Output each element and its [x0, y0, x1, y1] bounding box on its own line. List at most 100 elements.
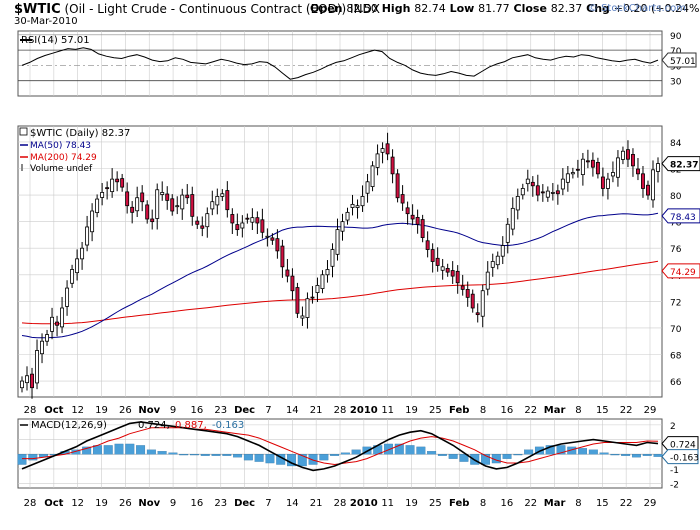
candle-body	[636, 168, 640, 175]
open-label: Open	[310, 2, 343, 15]
macd-histogram-bar	[340, 452, 350, 455]
x-axis-label-bottom: 16	[501, 498, 514, 509]
x-axis-label: Oct	[44, 405, 63, 416]
candle-body	[255, 217, 260, 224]
x-axis-label-bottom: 12	[71, 498, 84, 509]
x-axis-label-bottom: 26	[119, 498, 132, 509]
last-price-tag	[661, 156, 700, 172]
x-axis-label: 8	[480, 405, 486, 416]
candle-body	[565, 173, 570, 183]
x-axis-label-bottom: 16	[191, 498, 204, 509]
x-axis-label: 2010	[350, 405, 378, 416]
candle-body	[595, 161, 600, 175]
macd-histogram-bar	[416, 446, 426, 455]
candle-body	[95, 198, 100, 214]
candle-body	[100, 192, 105, 198]
x-axis-label-bottom: 28	[24, 498, 37, 509]
candle-body	[20, 380, 24, 389]
candle-body	[30, 373, 34, 389]
candle-body	[375, 153, 380, 168]
candle-body	[290, 275, 295, 292]
volume-legend-swatch	[21, 164, 23, 171]
candle-body	[550, 192, 555, 194]
x-axis-label-bottom: 22	[524, 498, 537, 509]
candle-body	[250, 217, 255, 223]
candle-body	[585, 160, 590, 163]
candle-body	[275, 238, 280, 252]
candle-body	[400, 194, 405, 204]
macd-hist-value-tag	[661, 449, 699, 465]
candle-body	[370, 165, 375, 187]
candle-body	[575, 168, 580, 171]
x-axis-label-bottom: 8	[575, 498, 581, 509]
x-axis-label-bottom: 22	[620, 498, 633, 509]
candle-body	[340, 221, 345, 232]
candle-body	[270, 237, 275, 241]
candle-body	[520, 188, 525, 196]
macd-histogram-bar	[82, 446, 92, 455]
macd-hist-value-tag-text: -0.163	[670, 454, 699, 464]
macd-histogram-bar	[621, 454, 631, 456]
candle-body	[235, 224, 240, 231]
candle-body	[605, 178, 610, 189]
macd-value: 0.724,	[138, 420, 170, 431]
candle-body	[490, 261, 495, 268]
x-axis-label: 12	[71, 405, 84, 416]
candle-body	[265, 235, 270, 238]
x-axis-label: 21	[310, 405, 323, 416]
macd-histogram-bar	[631, 454, 641, 458]
candle-body	[25, 375, 29, 384]
macd-histogram-bar	[481, 454, 490, 465]
x-axis-label: 29	[644, 405, 657, 416]
candle-body	[626, 149, 630, 160]
macd-y-tick: -2	[670, 481, 679, 491]
low-value: 81.77	[478, 2, 510, 15]
macd-histogram-bar	[653, 454, 663, 457]
x-axis-label: Dec	[234, 405, 255, 416]
macd-histogram-bar	[254, 454, 264, 462]
candle-body	[330, 249, 335, 267]
candle-body	[210, 201, 215, 210]
candle-body	[646, 184, 650, 196]
ma200-label: MA(200) 74.29	[30, 153, 97, 163]
candle-body	[395, 173, 400, 199]
macd-histogram-bar	[136, 445, 146, 455]
candle-body	[120, 178, 125, 188]
macd-label: MACD(12,26,9)	[31, 420, 107, 431]
candle-body	[280, 245, 285, 268]
candle-body	[190, 194, 195, 217]
candle-body	[310, 296, 315, 299]
candle-body	[435, 257, 440, 266]
candle-body	[600, 176, 605, 189]
candle-body	[525, 178, 530, 185]
symbol-label: $WTIC	[14, 2, 61, 17]
ma200-value-tag-text: 74.29	[670, 268, 696, 278]
candle-body	[415, 216, 420, 225]
macd-histogram-bar	[297, 454, 307, 467]
candle-body	[335, 229, 340, 255]
macd-signal-value: 0.887,	[175, 420, 207, 431]
candle-body	[80, 247, 85, 260]
candle-body	[455, 270, 460, 284]
chart-header: $WTIC (Oil - Light Crude - Continuous Co…	[0, 0, 700, 30]
candle-body	[240, 222, 245, 229]
x-axis-label: 16	[191, 405, 204, 416]
x-axis-label: 19	[405, 405, 418, 416]
candle-body	[631, 154, 635, 167]
macd-histogram-bar	[459, 454, 469, 462]
rsi-y-tick: 30	[670, 78, 682, 88]
candle-body	[515, 196, 520, 211]
candle-body	[651, 169, 655, 201]
x-axis-label: 7	[265, 405, 271, 416]
candle-body	[360, 196, 365, 207]
candle-body	[405, 207, 410, 215]
x-axis-label-bottom: 23	[214, 498, 227, 509]
candle-body	[75, 258, 80, 274]
candle-body	[150, 218, 155, 223]
macd-histogram-bar	[405, 445, 415, 455]
macd-histogram-bar	[243, 454, 253, 461]
close-label: Close	[513, 2, 547, 15]
macd-histogram-bar	[578, 448, 588, 455]
candle-body	[125, 191, 130, 207]
candle-body	[500, 245, 505, 257]
